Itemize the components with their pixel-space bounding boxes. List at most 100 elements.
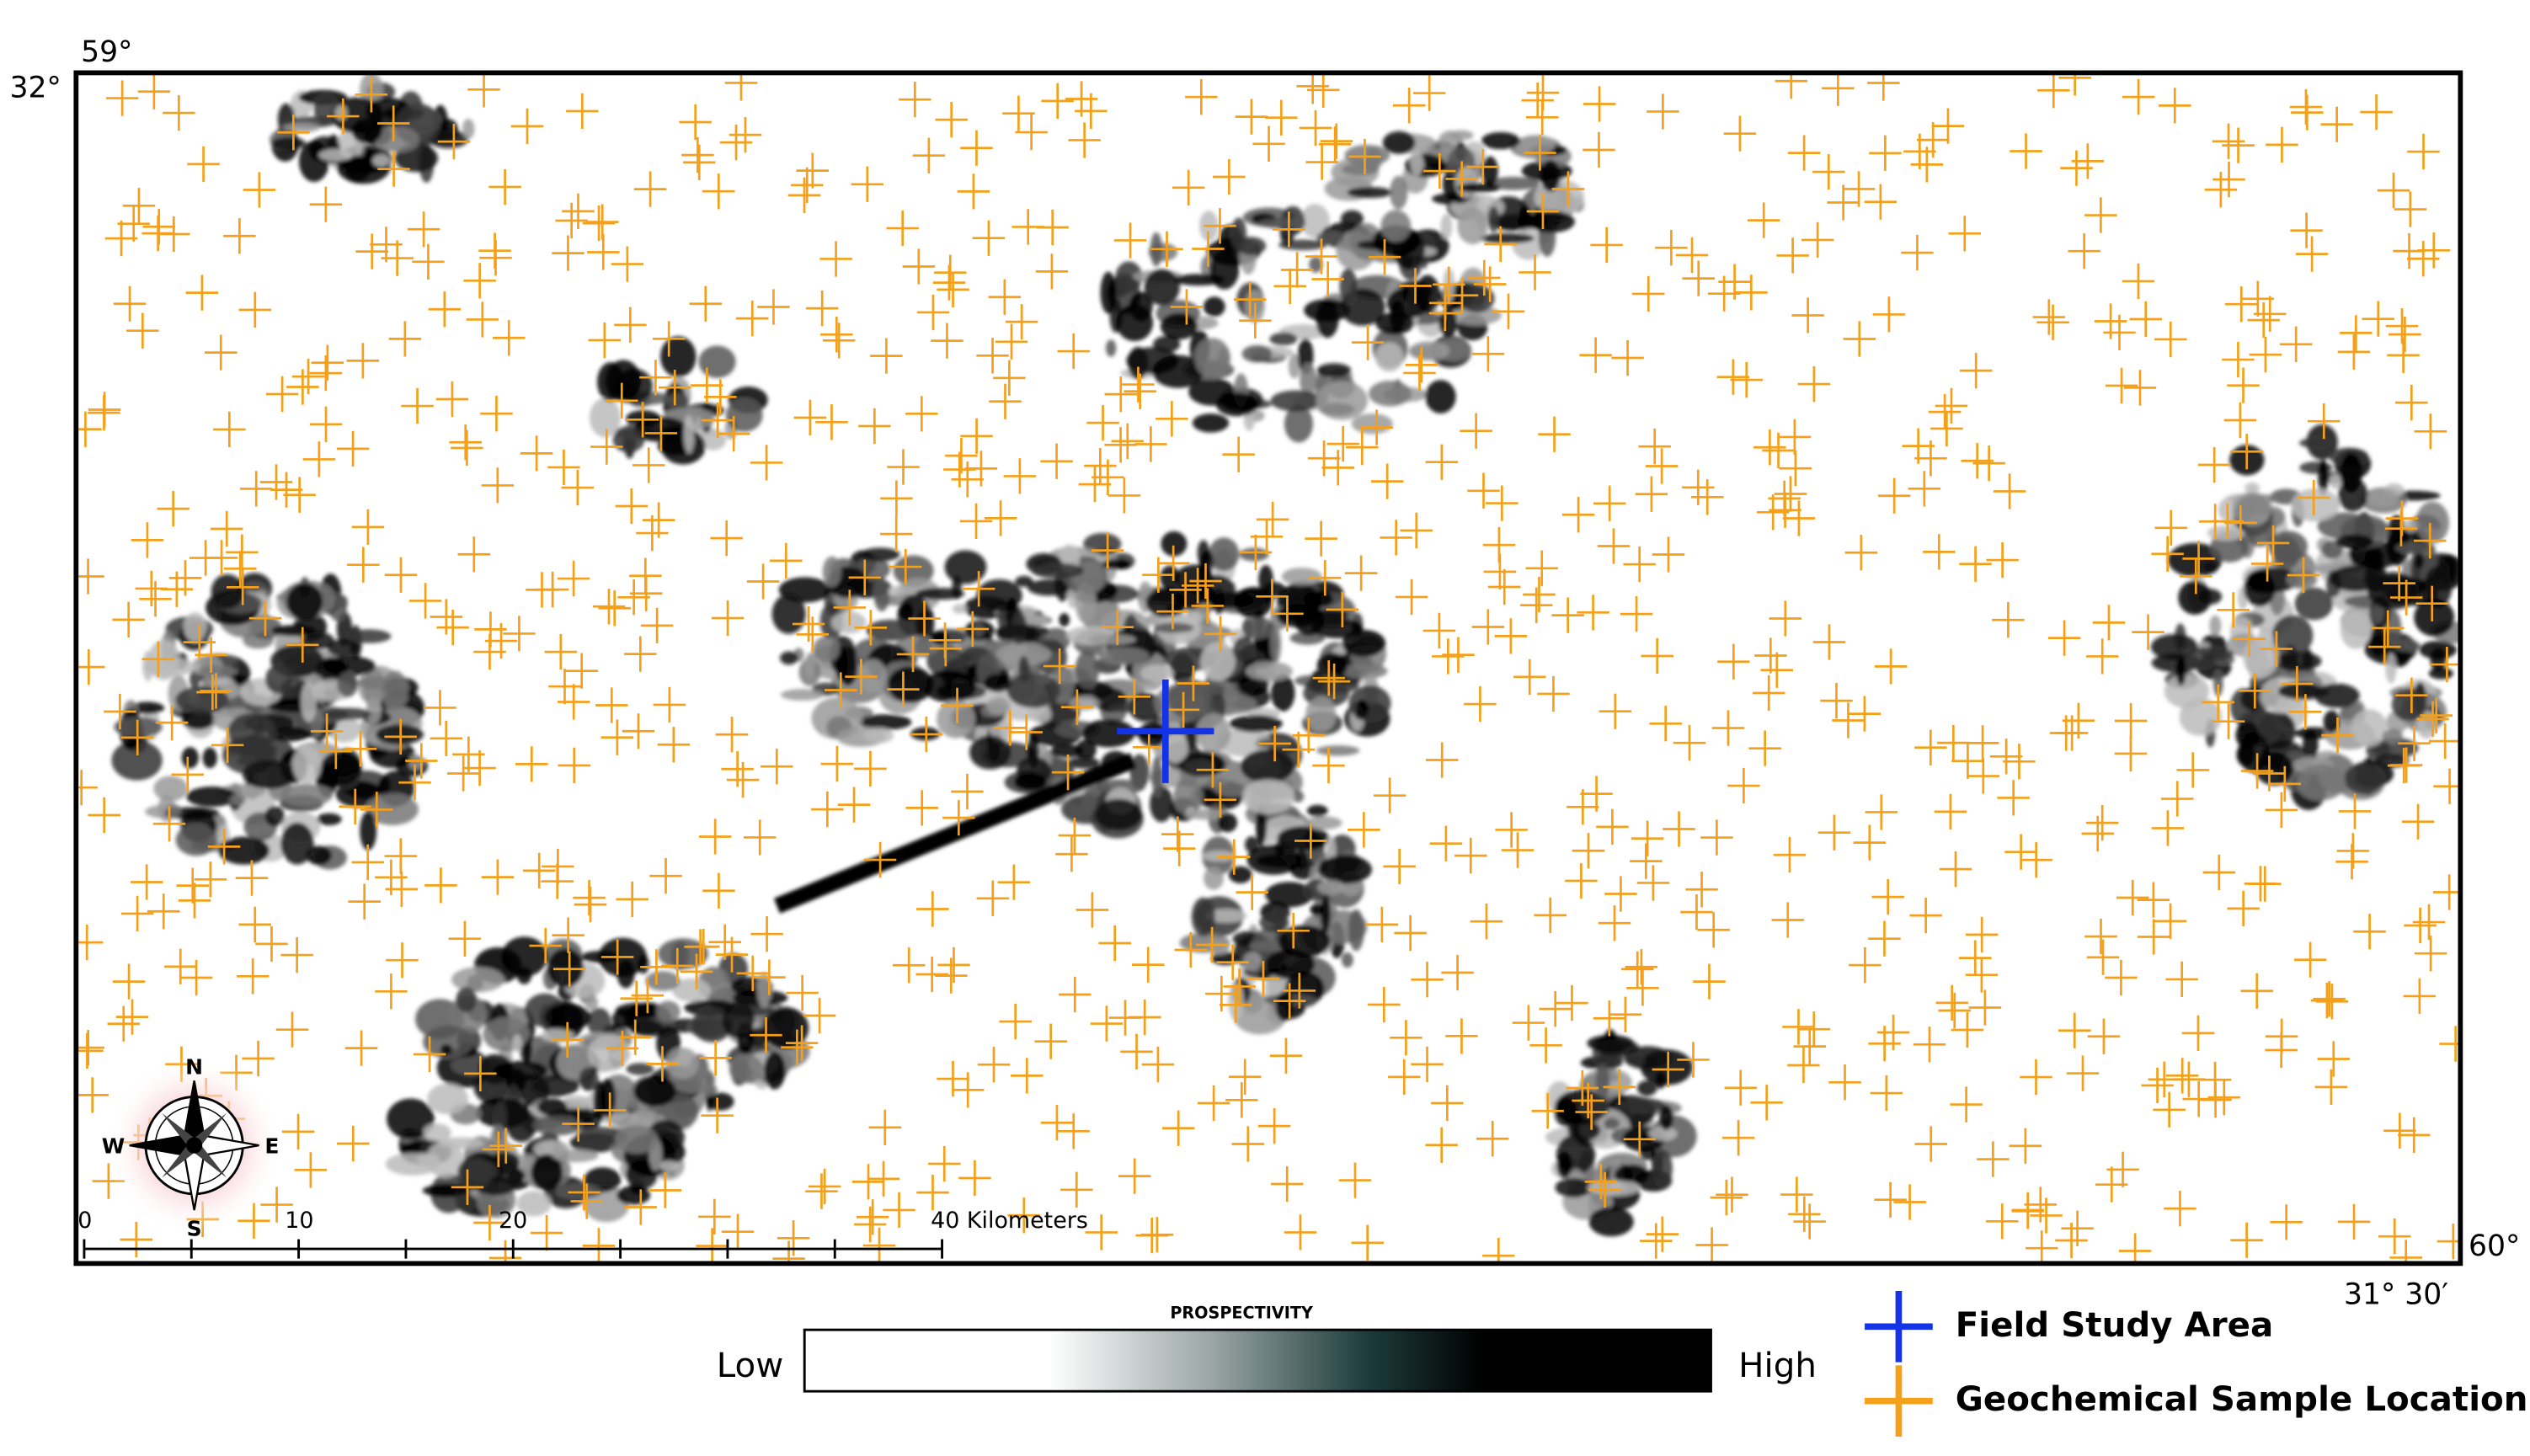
prospectivity-raster: [111, 72, 2461, 1237]
sample-cross: [1321, 450, 1354, 486]
sample-cross: [473, 1204, 506, 1241]
sample-cross: [2153, 1091, 2186, 1128]
raster-patch: [2340, 453, 2362, 493]
sample-cross: [1711, 710, 1745, 746]
sample-cross: [1993, 473, 2026, 509]
sample-cross: [1513, 659, 1546, 695]
sample-cross: [348, 883, 381, 920]
raster-patch: [1479, 232, 1535, 244]
sample-cross: [993, 360, 1026, 396]
sample-cross: [617, 579, 650, 616]
sample-cross: [1935, 387, 1968, 424]
sample-cross: [1625, 949, 1658, 985]
raster-patch: [2298, 437, 2333, 449]
sample-cross: [721, 751, 754, 787]
sample-cross: [1204, 781, 1237, 818]
raster-patch: [952, 575, 962, 600]
sample-cross: [493, 320, 526, 356]
sample-cross: [1645, 448, 1679, 484]
raster-patch: [1140, 664, 1174, 682]
sample-cross: [179, 959, 213, 996]
sample-cross: [820, 317, 853, 353]
sample-cross: [1682, 469, 1715, 505]
sample-cross: [2086, 939, 2120, 975]
sample-cross: [2047, 620, 2081, 656]
raster-patch: [1289, 632, 1326, 645]
raster-patch: [2296, 764, 2346, 801]
sample-cross: [2254, 296, 2287, 332]
raster-patch: [143, 658, 196, 677]
raster-patch: [1102, 559, 1131, 570]
scale-label: 0: [77, 1208, 92, 1234]
raster-patch: [2335, 534, 2374, 550]
sample-cross: [587, 234, 620, 270]
sample-cross: [522, 852, 556, 889]
raster-patch: [1277, 825, 1330, 851]
sample-cross: [236, 958, 270, 995]
sample-cross: [1572, 833, 1605, 869]
raster-patch: [683, 415, 695, 453]
sample-cross: [614, 307, 647, 343]
sample-cross: [1010, 714, 1043, 750]
raster-patch: [271, 625, 315, 637]
color-ramp: [803, 1328, 1712, 1393]
raster-patch: [2321, 540, 2343, 559]
sample-cross: [856, 1199, 889, 1235]
raster-patch: [1534, 179, 1584, 216]
sample-cross: [1216, 944, 1249, 980]
sample-cross: [746, 563, 780, 600]
sample-cross: [2202, 684, 2235, 720]
sample-cross: [286, 627, 319, 663]
sample-cross: [1120, 1033, 1153, 1070]
sample-cross: [1282, 732, 1315, 768]
sample-cross: [302, 441, 336, 477]
sample-cross: [787, 177, 821, 213]
raster-patch: [427, 1083, 468, 1115]
raster-patch: [1241, 779, 1295, 814]
scale-label: 10: [285, 1208, 313, 1234]
sample-cross: [1043, 648, 1076, 685]
sample-cross: [2207, 1080, 2240, 1116]
raster-patch: [181, 747, 199, 769]
sample-cross: [833, 589, 867, 626]
raster-patch: [1027, 579, 1070, 596]
sample-cross: [205, 540, 238, 576]
sample-cross: [120, 1221, 153, 1258]
raster-patch: [589, 397, 622, 438]
raster-patch: [1459, 285, 1495, 313]
sample-cross: [1914, 729, 1947, 765]
sample-cross: [937, 947, 970, 984]
raster-patch: [316, 813, 342, 826]
sample-cross: [463, 263, 496, 299]
sample-cross: [1422, 612, 1456, 649]
raster-patch: [423, 1025, 474, 1059]
sample-cross: [544, 633, 578, 670]
sample-cross: [1580, 776, 1613, 812]
sample-cross: [1844, 535, 1878, 571]
raster-patch: [2202, 560, 2218, 574]
sample-cross: [2240, 753, 2274, 789]
sample-cross: [649, 1172, 682, 1208]
raster-patch: [1316, 653, 1348, 679]
sample-cross: [183, 624, 216, 660]
sample-cross: [309, 355, 343, 392]
raster-patch: [1218, 347, 1230, 369]
sample-cross: [309, 406, 343, 442]
sample-cross: [811, 791, 844, 828]
sample-cross: [112, 963, 146, 1000]
compass-label: E: [264, 1134, 279, 1159]
sample-cross: [1641, 637, 1673, 675]
sample-cross: [375, 973, 408, 1010]
raster-patch: [1342, 629, 1386, 658]
corner-label: 31° 30′: [2344, 1277, 2448, 1311]
raster-patch: [265, 664, 293, 694]
sample-cross: [708, 924, 741, 960]
sample-cross: [1133, 729, 1166, 765]
sample-cross: [951, 773, 984, 810]
raster-patch: [537, 1098, 568, 1116]
raster-patch: [264, 806, 285, 826]
raster-patch: [1316, 745, 1360, 756]
sample-cross: [600, 719, 634, 755]
sample-cross: [1468, 259, 1501, 296]
sample-cross: [905, 396, 938, 432]
